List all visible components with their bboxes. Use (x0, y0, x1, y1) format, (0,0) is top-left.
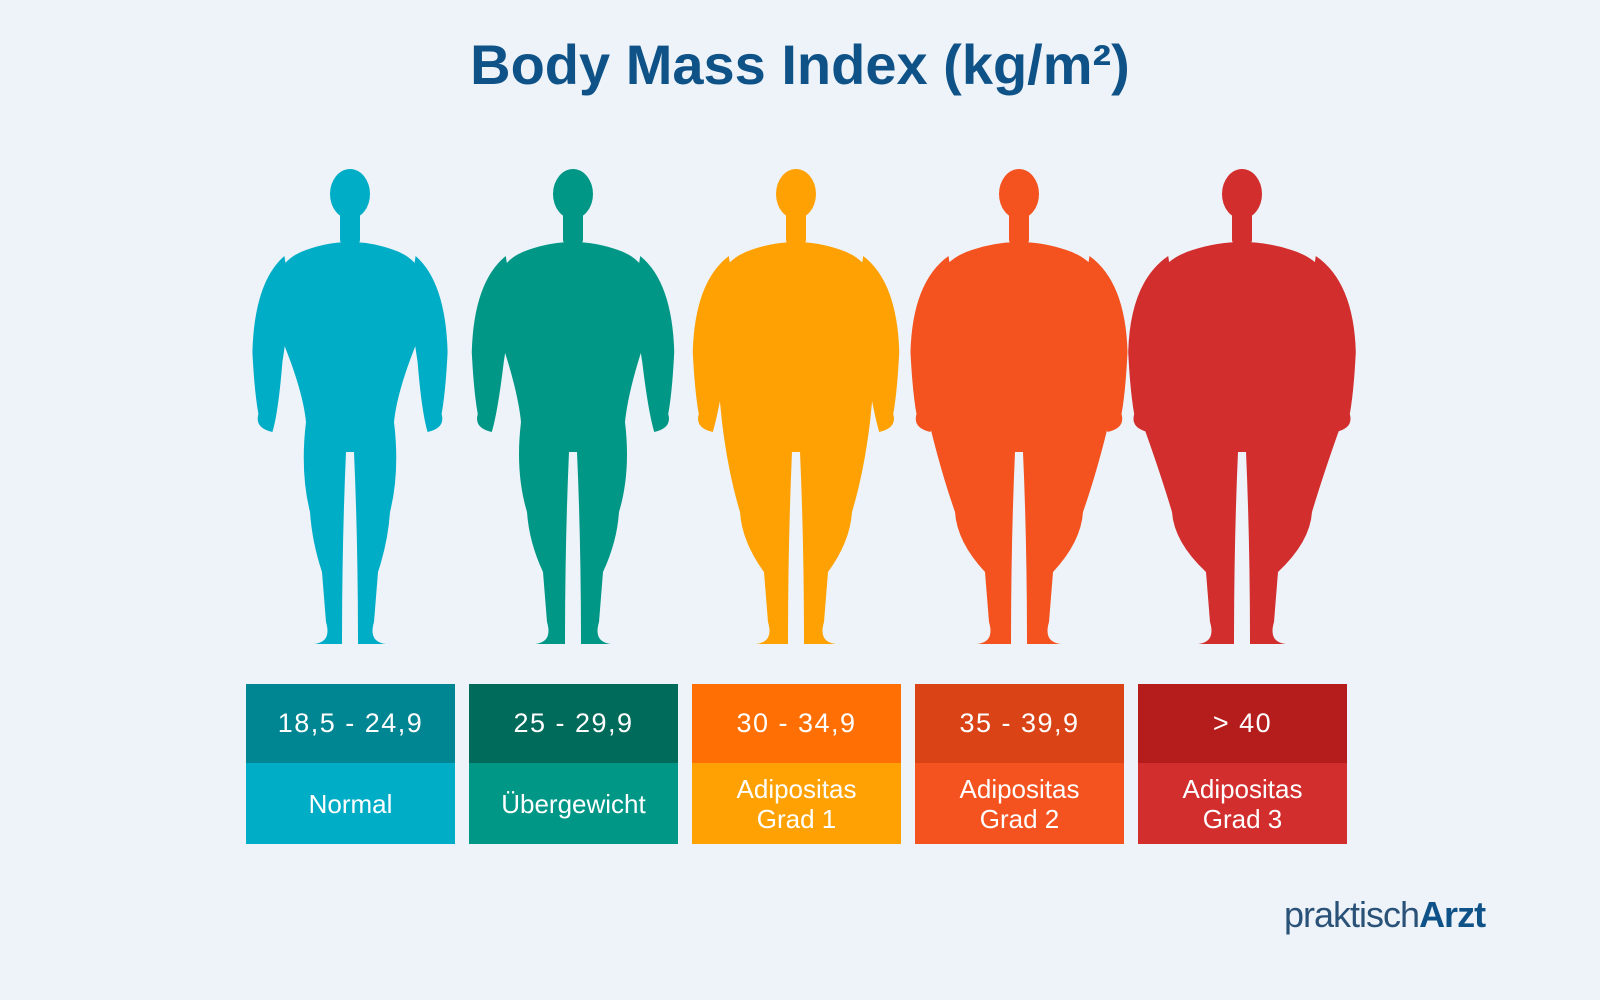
category-label: Adipositas Grad 3 (1138, 763, 1347, 844)
category-card-obesity-grade-3: > 40 Adipositas Grad 3 (1138, 684, 1347, 844)
bmi-range: 18,5 - 24,9 (246, 684, 455, 763)
figure-overweight (471, 169, 675, 644)
bmi-range: > 40 (1138, 684, 1347, 763)
category-card-normal: 18,5 - 24,9 Normal (246, 684, 455, 844)
category-card-obesity-grade-2: 35 - 39,9 Adipositas Grad 2 (915, 684, 1124, 844)
logo-text-light: praktisch (1284, 894, 1420, 935)
category-label: Adipositas Grad 2 (915, 763, 1124, 844)
bmi-range: 25 - 29,9 (469, 684, 678, 763)
bmi-range: 30 - 34,9 (692, 684, 901, 763)
logo-text-bold: Arzt (1419, 894, 1486, 935)
chart-title: Body Mass Index (kg/m²) (470, 33, 1130, 96)
figure-obesity-grade-1 (692, 169, 900, 644)
figure-obesity-grade-2 (910, 169, 1128, 644)
category-label: Übergewicht (469, 763, 678, 844)
category-label: Adipositas Grad 1 (692, 763, 901, 844)
category-card-overweight: 25 - 29,9 Übergewicht (469, 684, 678, 844)
category-card-obesity-grade-1: 30 - 34,9 Adipositas Grad 1 (692, 684, 901, 844)
category-label: Normal (246, 763, 455, 844)
figure-normal (252, 169, 448, 644)
bmi-range: 35 - 39,9 (915, 684, 1124, 763)
praktischarzt-logo: praktischArzt (1284, 894, 1486, 936)
figure-obesity-grade-3 (1128, 169, 1356, 644)
